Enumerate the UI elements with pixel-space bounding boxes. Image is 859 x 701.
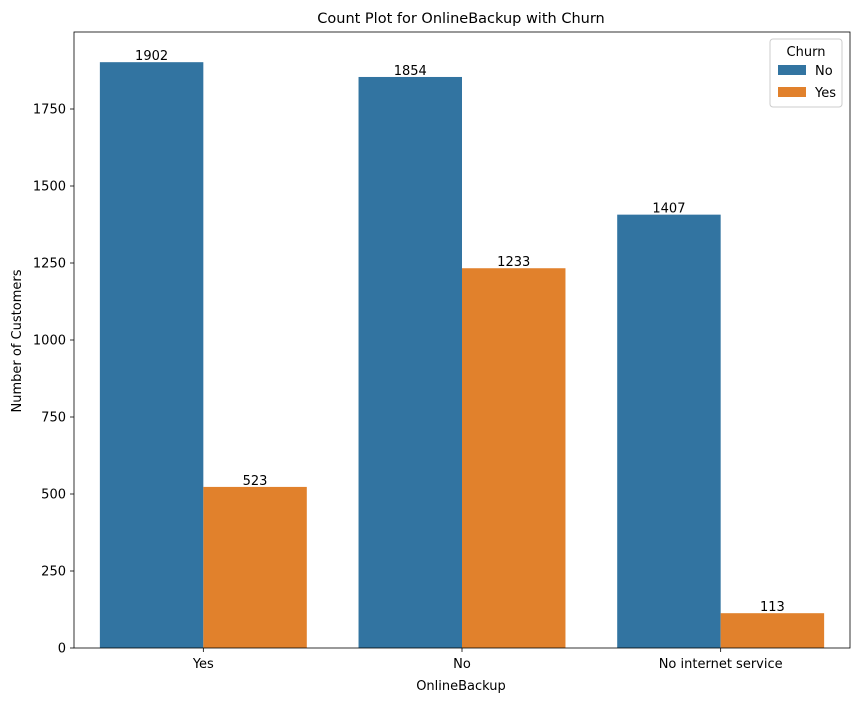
y-tick-label: 1000 bbox=[33, 334, 66, 349]
legend-swatch-no bbox=[778, 65, 806, 75]
bar-no-1 bbox=[358, 76, 462, 648]
y-tick-label: 1500 bbox=[33, 180, 66, 195]
x-tick-label: No bbox=[453, 657, 471, 672]
data-label-no-1: 1854 bbox=[394, 64, 427, 79]
data-label-yes-0: 523 bbox=[243, 474, 268, 489]
data-label-no-0: 1902 bbox=[135, 49, 168, 64]
y-tick-label: 0 bbox=[58, 642, 66, 657]
data-label-yes-2: 113 bbox=[760, 600, 785, 615]
data-label-no-2: 1407 bbox=[652, 202, 685, 217]
bar-no-0 bbox=[99, 62, 204, 648]
y-axis-ticks: 0 250 500 750 1000 1250 1500 1750 bbox=[33, 103, 74, 657]
y-axis-label: Number of Customers bbox=[10, 269, 25, 412]
x-tick-label: No internet service bbox=[659, 657, 783, 672]
legend-title: Churn bbox=[787, 45, 826, 60]
bar-yes-1 bbox=[462, 268, 566, 648]
bar-yes-2 bbox=[720, 613, 825, 648]
legend-swatch-yes bbox=[778, 87, 806, 97]
chart-title: Count Plot for OnlineBackup with Churn bbox=[317, 11, 604, 27]
plot-area: 1902 523 1854 1233 1407 113 bbox=[99, 49, 825, 649]
x-axis-ticks: Yes No No internet service bbox=[192, 648, 783, 672]
y-tick-label: 750 bbox=[41, 411, 66, 426]
legend-label-yes: Yes bbox=[814, 86, 836, 101]
bar-no-2 bbox=[617, 214, 721, 649]
data-label-yes-1: 1233 bbox=[497, 255, 530, 270]
y-tick-label: 1250 bbox=[33, 257, 66, 272]
y-tick-label: 500 bbox=[41, 488, 66, 503]
y-tick-label: 250 bbox=[41, 565, 66, 580]
x-tick-label: Yes bbox=[192, 657, 214, 672]
x-axis-label: OnlineBackup bbox=[416, 679, 506, 694]
legend: Churn No Yes bbox=[769, 38, 843, 108]
legend-label-no: No bbox=[815, 64, 833, 79]
y-tick-label: 1750 bbox=[33, 103, 66, 118]
bar-yes-0 bbox=[203, 486, 307, 648]
